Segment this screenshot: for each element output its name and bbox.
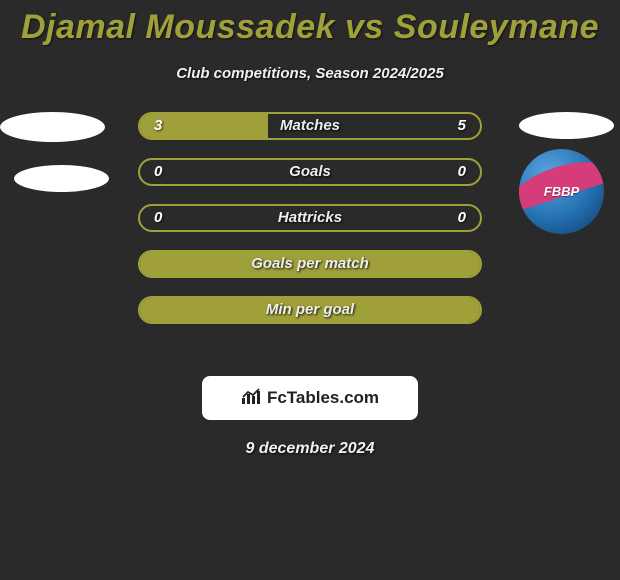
club-badge-label: FBBP <box>544 184 579 199</box>
brand-name: FcTables.com <box>267 388 379 408</box>
page-title: Djamal Moussadek vs Souleymane <box>0 0 620 47</box>
stat-bars-container: 35Matches 00Goals 00Hattricks Goals per mat… <box>138 112 482 342</box>
stat-label: Goals per match <box>140 252 480 276</box>
stat-row: 35Matches <box>138 112 482 140</box>
stat-label: Goals <box>140 160 480 184</box>
comparison-chart: FBBP 35Matches 00Goals 00Hattricks Goals pe… <box>0 112 620 362</box>
stat-row: Goals per match <box>138 250 482 278</box>
right-player-logos: FBBP <box>519 112 620 234</box>
left-player-logos <box>0 112 109 192</box>
snapshot-date: 9 december 2024 <box>0 440 620 458</box>
stat-label: Matches <box>140 114 480 138</box>
stat-row: 00Goals <box>138 158 482 186</box>
team-logo-placeholder <box>14 165 109 192</box>
chart-icon <box>241 387 261 410</box>
team-logo-placeholder <box>519 112 614 139</box>
club-badge-fbbp: FBBP <box>519 149 604 234</box>
subtitle: Club competitions, Season 2024/2025 <box>0 65 620 82</box>
team-logo-placeholder <box>0 112 105 142</box>
stat-label: Hattricks <box>140 206 480 230</box>
stat-row: 00Hattricks <box>138 204 482 232</box>
stat-row: Min per goal <box>138 296 482 324</box>
brand-logo[interactable]: FcTables.com <box>202 376 418 420</box>
stat-label: Min per goal <box>140 298 480 322</box>
